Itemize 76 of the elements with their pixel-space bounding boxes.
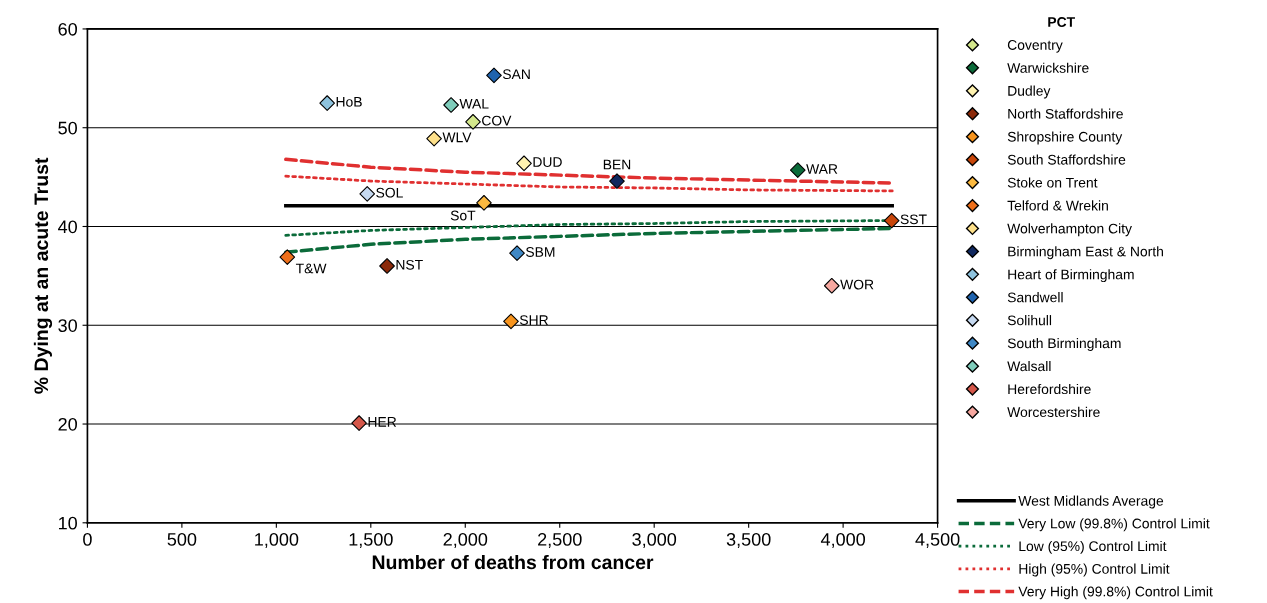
annotation: WLV (442, 132, 472, 143)
annotation: WAL (459, 99, 489, 109)
legend-label: Very Low (99.8%) Control Limit (1018, 518, 1210, 532)
point (279, 249, 296, 265)
legend-label: South Staffordshire (1007, 154, 1126, 165)
legend-label: Herefordshire (1008, 383, 1091, 395)
annotation: SST (900, 214, 927, 225)
annotation: COV (482, 115, 512, 126)
point (509, 245, 525, 261)
x-tick-label: 3,000 (632, 533, 677, 548)
legend-label: Birmingham East & North (1008, 246, 1163, 260)
annotation: DUD (533, 157, 562, 167)
point (516, 155, 532, 172)
y-tick-label: 40 (58, 220, 77, 234)
point (789, 162, 806, 179)
y-tick-label: 60 (58, 22, 77, 36)
x-tick-label: 1,500 (349, 533, 393, 548)
legend-label: High (95%) Control Limit (1019, 563, 1170, 577)
point (609, 173, 625, 189)
point (443, 97, 459, 113)
point (426, 130, 442, 147)
annotation: WOR (840, 279, 874, 290)
legend-label: Stoke on Trent (1007, 177, 1098, 188)
line-series (284, 157, 894, 185)
legend-title: PCT (1048, 17, 1075, 27)
annotation: WAR (806, 164, 838, 174)
point (359, 186, 376, 202)
legend-label: Low (95%) Control Limit (1019, 540, 1167, 554)
annotation: NST (396, 259, 423, 270)
legend-label: Telford & Wrekin (1007, 200, 1108, 211)
point (351, 415, 367, 431)
legend-label: Dudley (1008, 85, 1051, 99)
legend-label: West Midlands Average (1018, 495, 1164, 509)
x-tick-label: 500 (167, 533, 197, 546)
legend-label: Solihull (1007, 315, 1052, 326)
annotation: SoT (450, 210, 476, 221)
legend-label: Wolverhampton City (1007, 223, 1132, 237)
annotation: SOL (376, 187, 403, 198)
legend-label: Worcestershire (1007, 406, 1100, 418)
point (319, 95, 336, 111)
point (476, 194, 492, 211)
annotation: HoB (336, 97, 362, 107)
point (486, 67, 502, 84)
x-tick-label: 0 (83, 533, 92, 546)
legend-label: Sandwell (1007, 292, 1063, 303)
x-tick-label: 3,500 (726, 533, 771, 548)
point (465, 113, 481, 130)
annotation: T&W (295, 263, 327, 274)
legend-label: Warwickshire (1007, 62, 1089, 73)
x-tick-label: 2,500 (538, 533, 582, 548)
annotation: HER (368, 417, 397, 427)
legend-label: South Birmingham (1007, 338, 1121, 351)
annotation: SAN (502, 69, 530, 80)
annotation: SHR (519, 315, 548, 326)
legend-label: Coventry (1007, 40, 1063, 53)
y-axis-title: % Dying at an acute Trust (33, 157, 53, 394)
y-tick-label: 10 (59, 516, 77, 530)
x-tick-label: 1,000 (255, 533, 299, 548)
y-tick-label: 30 (58, 319, 77, 332)
y-tick-label: 50 (58, 121, 77, 135)
point (379, 258, 395, 274)
legend-label: Shropshire County (1007, 131, 1123, 145)
legend-label: Walsall (1007, 360, 1051, 372)
x-tick-label: 2,000 (443, 533, 488, 548)
legend-label: Very High (99.8%) Control Limit (1018, 586, 1213, 600)
point (823, 277, 840, 294)
annotation: SBM (526, 247, 555, 257)
y-tick-label: 20 (58, 417, 77, 431)
x-tick-label: 4,500 (915, 533, 960, 548)
legend-label: North Staffordshire (1008, 108, 1123, 119)
annotation: BEN (603, 159, 631, 170)
x-axis-title: Number of deaths from cancer (372, 554, 654, 570)
point (883, 212, 900, 229)
legend-label: Heart of Birmingham (1008, 269, 1134, 283)
x-tick-label: 4,000 (820, 533, 866, 548)
point (503, 313, 519, 330)
